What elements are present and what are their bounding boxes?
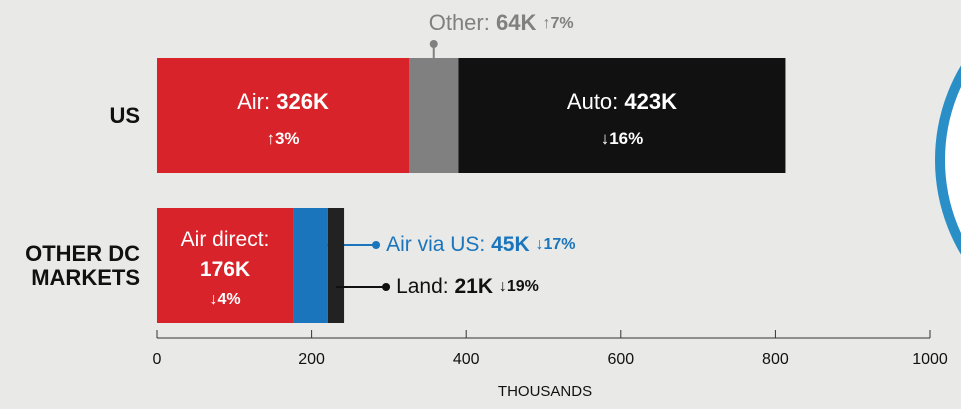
x-axis-label: THOUSANDS <box>498 383 592 400</box>
decorative-circle <box>935 65 961 255</box>
x-tick-label: 400 <box>453 351 480 368</box>
x-tick-label: 1000 <box>912 351 948 368</box>
segment-label: Air: 326K <box>237 89 329 114</box>
bar-segment <box>408 58 459 173</box>
label-part: Air direct: <box>181 228 270 251</box>
x-tick-label: 200 <box>298 351 325 368</box>
label-part: 176K <box>200 258 250 281</box>
segment-label: Auto: 423K <box>567 89 677 114</box>
category-label: OTHER DC MARKETS <box>25 240 140 290</box>
label-part: ↓19% <box>499 278 539 295</box>
x-tick-label: 600 <box>607 351 634 368</box>
label-part: Other: <box>429 10 490 35</box>
segment-change: ↓16% <box>601 129 644 148</box>
x-tick-label: 800 <box>762 351 789 368</box>
segment-label: Other: 64K ↑7% <box>429 10 574 35</box>
label-part: Auto: <box>567 89 618 114</box>
segment-label: Air via US: 45K ↓17% <box>386 233 575 256</box>
label-part: 21K <box>454 275 493 298</box>
label-part: 64K <box>496 10 536 35</box>
label-part: ↓17% <box>535 236 575 253</box>
bar-segment <box>157 208 294 323</box>
label-part: ↑3% <box>266 129 299 148</box>
segment-value: 176K <box>200 258 250 281</box>
bar-segment <box>458 58 786 173</box>
bar-segment <box>293 208 328 323</box>
label-part: Air via US: <box>386 233 485 256</box>
segment-label: Air direct: <box>181 228 270 251</box>
bar-segment <box>327 208 345 323</box>
label-part: 326K <box>276 89 329 114</box>
leader-dot <box>429 40 438 48</box>
segment-label: Land: 21K ↓19% <box>396 275 539 298</box>
bar-segment <box>157 58 409 173</box>
label-part: ↓4% <box>209 291 240 308</box>
label-part: Air: <box>237 89 270 114</box>
label-part: ↑7% <box>542 15 573 32</box>
label-part: 423K <box>624 89 677 114</box>
segment-change: ↑3% <box>266 129 299 148</box>
label-part: 45K <box>491 233 530 256</box>
x-tick-label: 0 <box>153 351 162 368</box>
label-part: Land: <box>396 275 449 298</box>
leader-dot <box>372 241 381 249</box>
category-label: US <box>109 102 140 128</box>
leader-dot <box>382 283 391 291</box>
label-part: ↓16% <box>601 129 644 148</box>
segment-change: ↓4% <box>209 291 240 308</box>
